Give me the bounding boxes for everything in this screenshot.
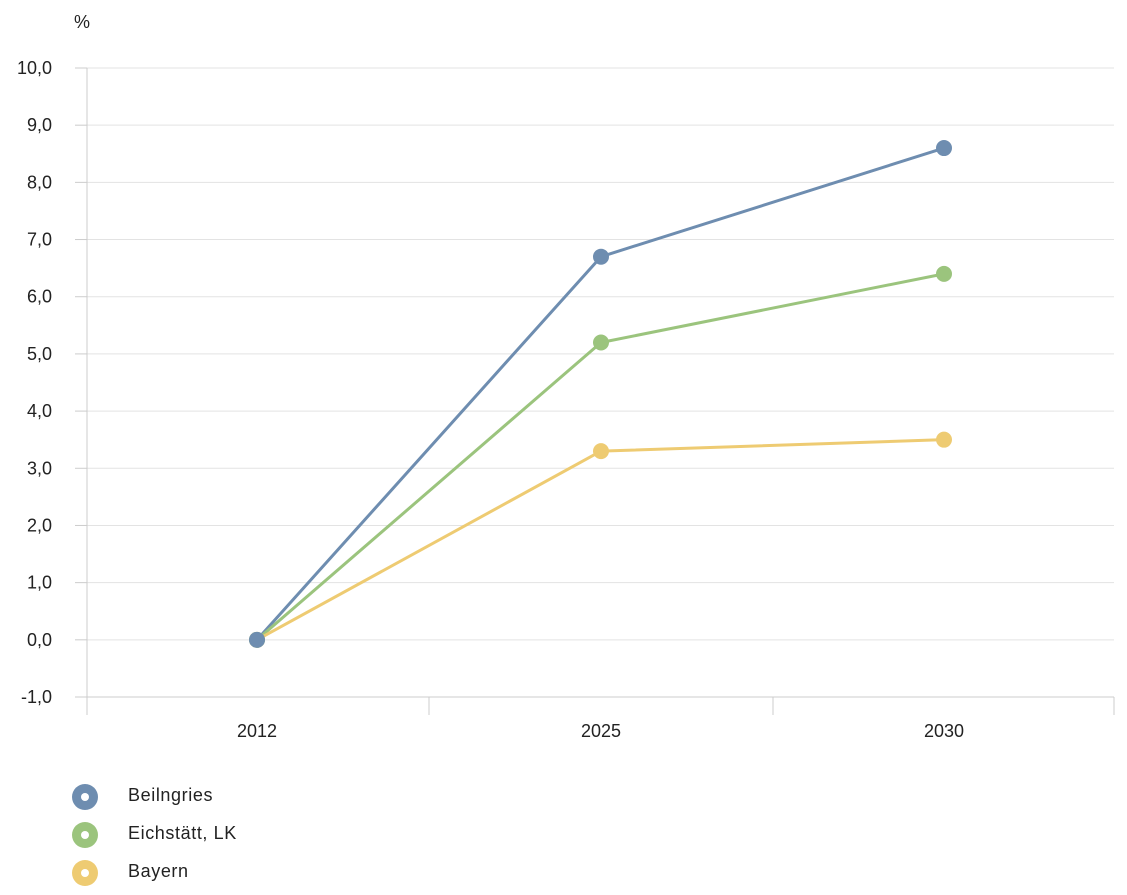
x-tick-labels: 2012 2025 2030: [237, 721, 964, 741]
data-point[interactable]: [593, 334, 609, 351]
y-tick-label: 4,0: [27, 401, 52, 421]
y-tick-label: 6,0: [27, 287, 52, 307]
y-tick-label: 10,0: [17, 58, 52, 78]
data-point[interactable]: [593, 248, 609, 265]
data-point[interactable]: [936, 265, 952, 282]
x-tick-label: 2030: [924, 721, 964, 741]
y-tick-label: 9,0: [27, 115, 52, 135]
series-line: [255, 146, 945, 641]
y-tick-label: -1,0: [21, 687, 52, 707]
y-tick-label: 5,0: [27, 344, 52, 364]
y-tick-label: 2,0: [27, 515, 52, 535]
legend-label: Bayern: [128, 861, 189, 881]
y-tick-label: 8,0: [27, 172, 52, 192]
legend-label: Beilngries: [128, 785, 214, 805]
y-tick-labels: 10,0 9,0 8,0 7,0 6,0 5,0 4,0 3,0 2,0 1,0 0,0 -1,0: [17, 58, 52, 707]
data-point[interactable]: [936, 140, 952, 157]
legend-marker-icon: [72, 860, 98, 886]
x-tick-label: 2025: [581, 721, 621, 741]
y-tick-label: 0,0: [27, 630, 52, 650]
legend-marker-icon: [72, 784, 98, 810]
legend-marker-icon: [72, 822, 98, 848]
y-tick-label: 7,0: [27, 230, 52, 250]
x-tick-label: 2012: [237, 721, 277, 741]
y-tick-label: 1,0: [27, 573, 52, 593]
y-axis-unit-label: %: [74, 12, 90, 32]
series-line: [256, 438, 945, 642]
legend-label: Eichstätt, LK: [128, 823, 237, 843]
series-lines: [255, 146, 945, 642]
data-point[interactable]: [593, 443, 609, 460]
grid-lines: [87, 67, 1114, 641]
axes: [75, 67, 1115, 715]
series-points: [249, 140, 952, 648]
y-tick-label: 3,0: [27, 458, 52, 478]
data-point[interactable]: [249, 631, 265, 648]
data-point[interactable]: [936, 431, 952, 448]
